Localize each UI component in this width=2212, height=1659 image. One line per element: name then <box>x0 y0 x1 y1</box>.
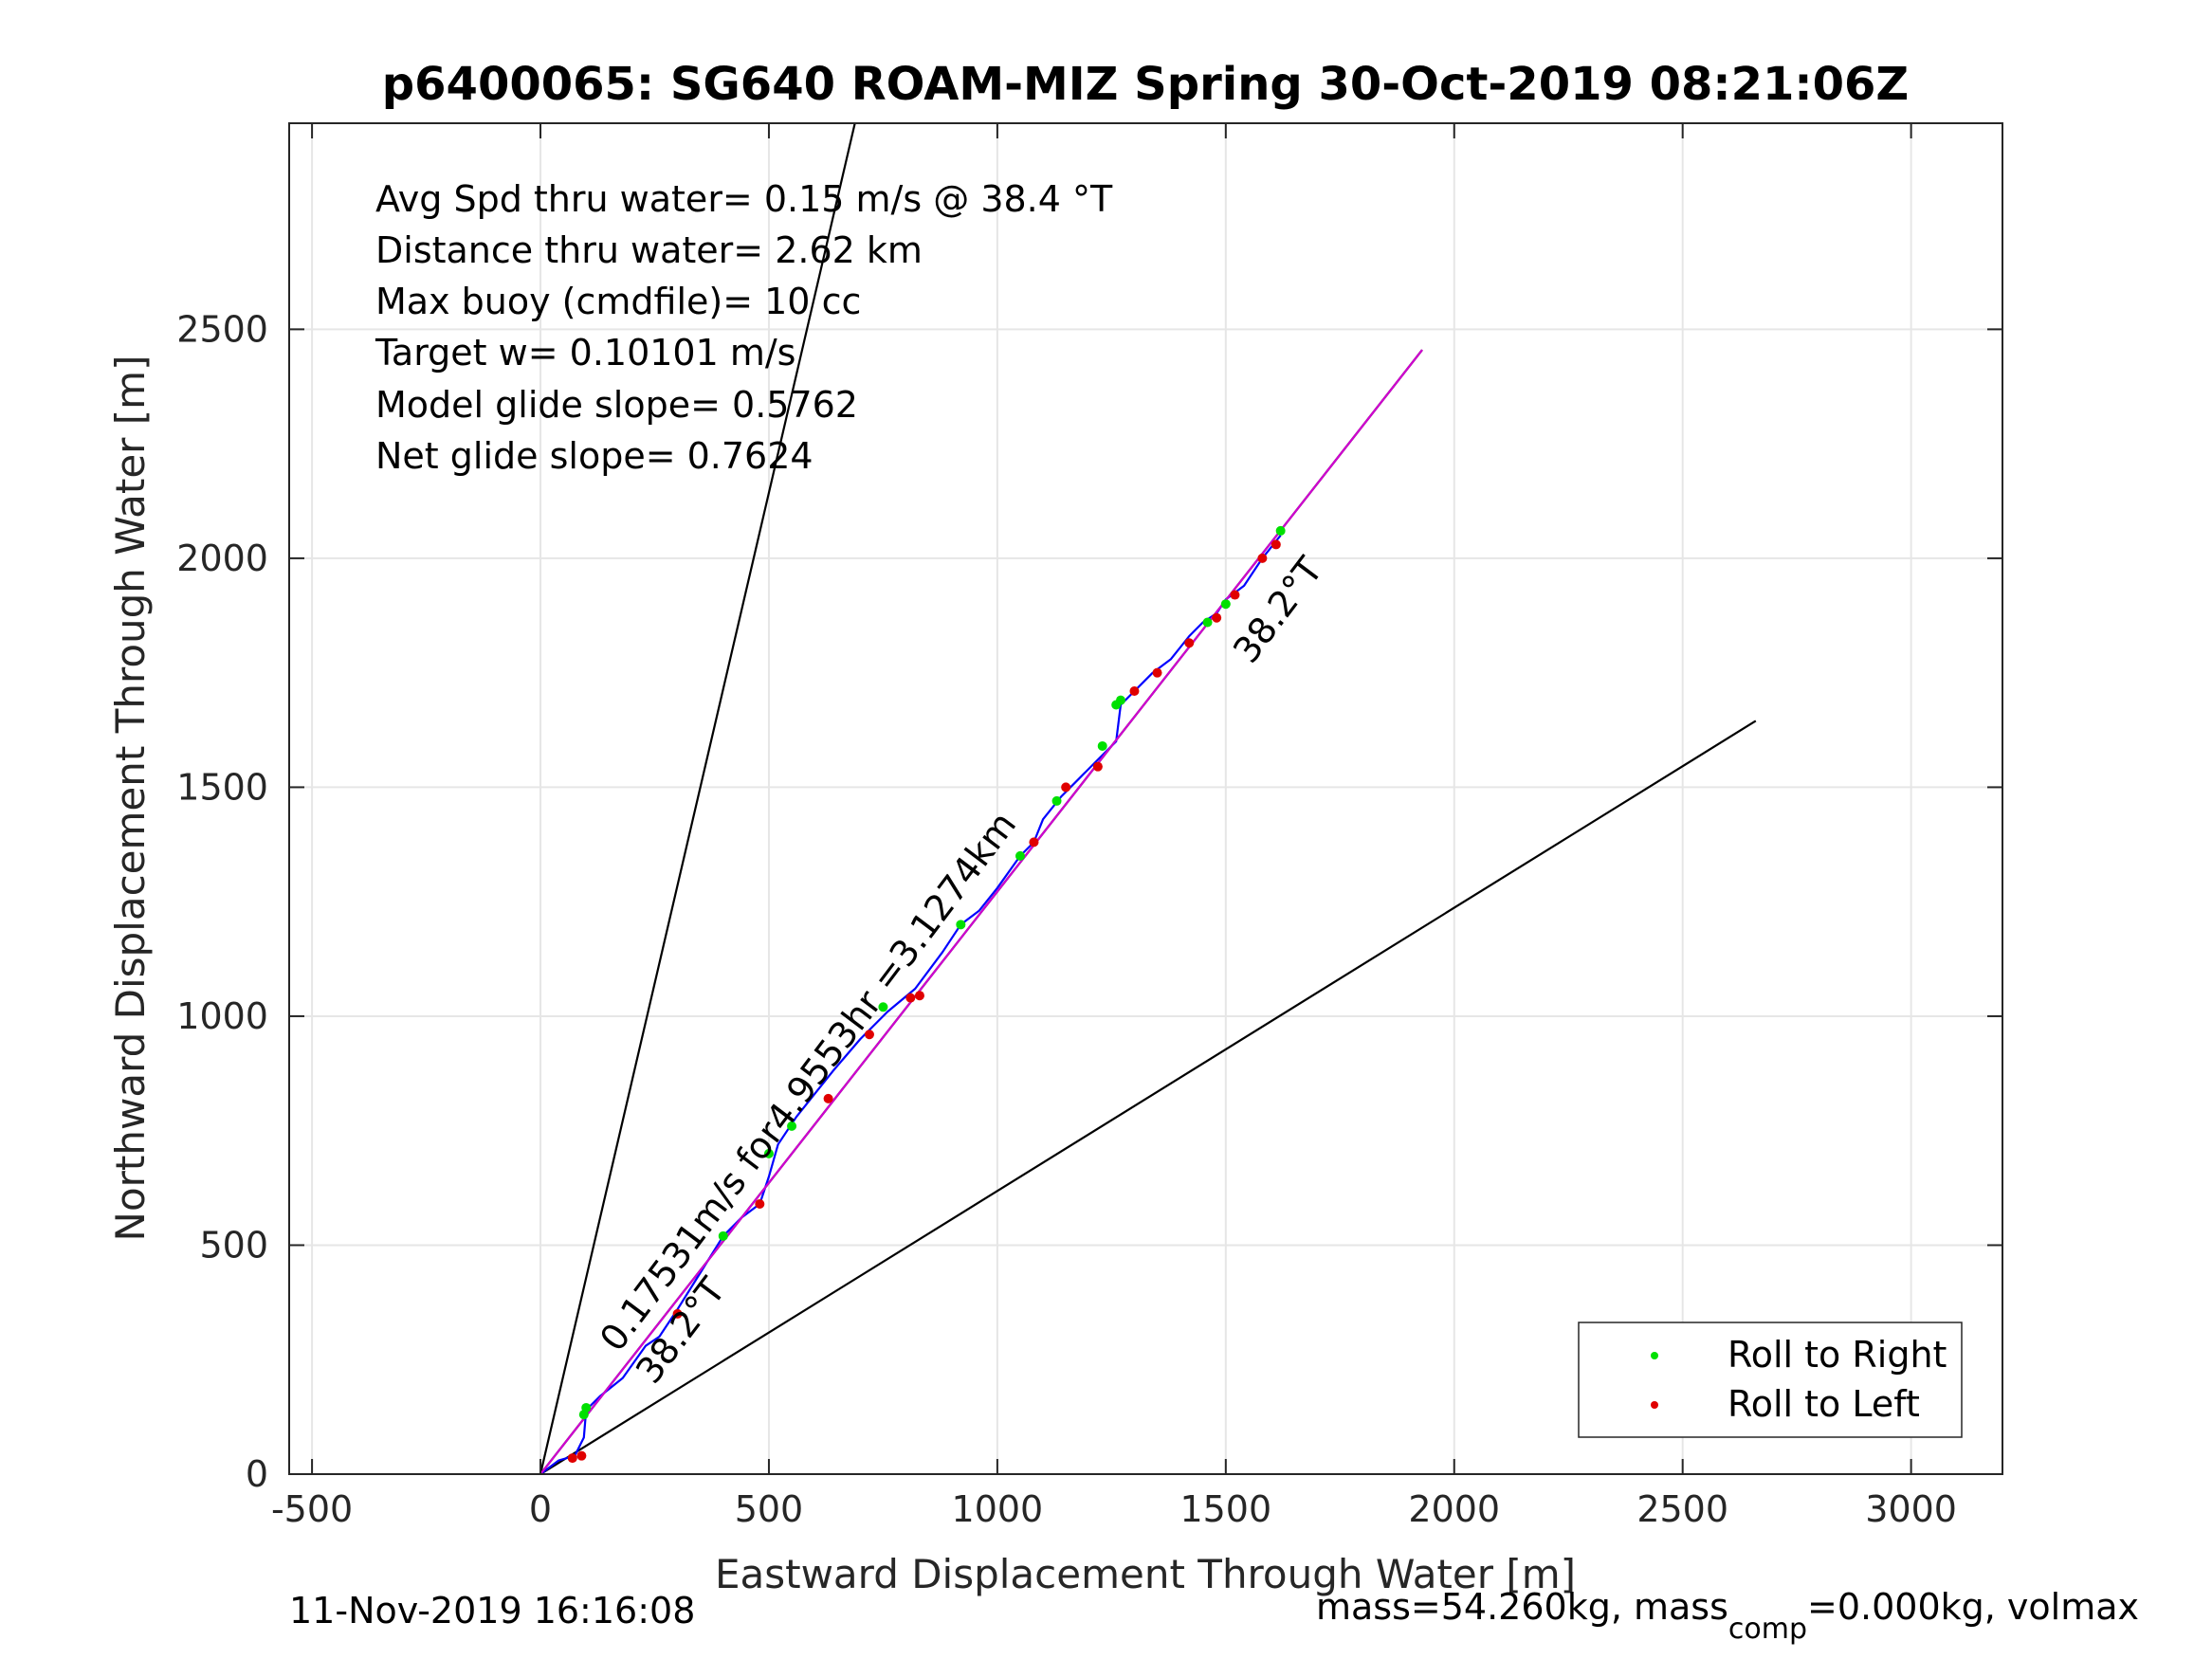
info-line-net-glide-slope: Net glide slope= 0.7624 <box>375 435 814 477</box>
data-point-roll-right <box>1015 850 1025 861</box>
legend-box <box>1578 1322 1963 1438</box>
footer-mass-prefix: mass=54.260kg, mass <box>1316 1586 1728 1628</box>
legend: Roll to Right Roll to Left <box>1578 1322 1963 1438</box>
plot-area <box>289 123 2002 1474</box>
legend-marker-roll-left <box>1651 1401 1658 1409</box>
data-point-roll-right <box>1275 525 1286 536</box>
x-tick-label: 1000 <box>952 1488 1044 1530</box>
data-point-roll-right <box>878 1002 888 1012</box>
x-tick-label: 2500 <box>1636 1488 1728 1530</box>
info-line-avg-speed: Avg Spd thru water= 0.15 m/s @ 38.4 °T <box>375 178 1113 220</box>
y-tick-label: 1000 <box>176 995 268 1037</box>
data-point-roll-left <box>1092 761 1103 772</box>
data-point-roll-left <box>1029 837 1039 848</box>
info-line-model-glide-slope: Model glide slope= 0.5762 <box>375 384 858 426</box>
data-point-roll-left <box>864 1030 874 1040</box>
y-tick-label: 0 <box>246 1453 268 1495</box>
data-point-roll-left <box>672 1308 683 1319</box>
data-point-roll-right <box>1051 795 1062 806</box>
data-point-roll-right <box>1220 599 1231 610</box>
series-line-1 <box>539 349 1423 1474</box>
data-point-roll-left <box>1129 685 1140 696</box>
y-axis-label: Northward Displacement Through Water [m] <box>107 356 154 1242</box>
data-point-roll-left <box>1230 590 1240 600</box>
plot-frame <box>288 122 2003 1475</box>
chart-title: p6400065: SG640 ROAM-MIZ Spring 30-Oct-2… <box>382 58 1909 111</box>
data-point-roll-left <box>914 991 924 1001</box>
series-line-3 <box>539 720 1757 1474</box>
x-tick-label: 2000 <box>1408 1488 1500 1530</box>
data-point-roll-left <box>1184 638 1195 648</box>
y-tick-label: 2000 <box>176 538 268 579</box>
data-point-roll-left <box>1257 553 1268 563</box>
data-point-roll-left <box>1271 539 1281 550</box>
info-line-target-w: Target w= 0.10101 m/s <box>375 332 795 374</box>
info-line-distance: Distance thru water= 2.62 km <box>375 229 923 271</box>
footer-mass-subscript: comp <box>1728 1613 1807 1646</box>
tick-labels: -500 0 500 1000 1500 2000 2500 3000050010001500… <box>176 308 1957 1530</box>
legend-label-roll-right: Roll to Right <box>1728 1334 1947 1376</box>
data-point-roll-right <box>718 1231 728 1241</box>
footer-mass-info: mass=54.260kg, masscomp=0.000kg, volmax <box>1316 1586 2139 1646</box>
data-point-roll-left <box>823 1093 833 1103</box>
data-point-roll-left <box>576 1450 587 1461</box>
x-tick-label: -500 <box>271 1488 353 1530</box>
data-point-roll-right <box>956 920 966 930</box>
series-line-2 <box>539 123 856 1474</box>
data-point-roll-left <box>567 1453 577 1464</box>
legend-label-roll-left: Roll to Left <box>1728 1383 1920 1425</box>
series-line-0 <box>539 535 1282 1474</box>
data-point-roll-left <box>905 993 916 1003</box>
y-tick-label: 500 <box>199 1224 268 1266</box>
data-point-roll-right <box>1202 617 1213 628</box>
data-point-roll-right <box>1097 740 1107 751</box>
data-point-roll-left <box>1152 667 1162 678</box>
x-tick-label: 3000 <box>1865 1488 1957 1530</box>
footer-mass-suffix: =0.000kg, volmax <box>1807 1586 2139 1628</box>
data-point-roll-right <box>787 1121 797 1131</box>
info-line-max-buoy: Max buoy (cmdfile)= 10 cc <box>375 281 861 322</box>
x-tick-label: 0 <box>529 1488 552 1530</box>
data-point-roll-left <box>755 1199 765 1209</box>
data-point-roll-right <box>763 1148 774 1158</box>
data-point-roll-right <box>1115 695 1125 705</box>
info-text-block: Avg Spd thru water= 0.15 m/s @ 38.4 °T D… <box>375 178 1113 477</box>
y-tick-label: 2500 <box>176 308 268 350</box>
x-tick-label: 500 <box>735 1488 804 1530</box>
marker-layer <box>567 525 1286 1464</box>
data-point-roll-left <box>1061 782 1071 793</box>
x-axis-label: Eastward Displacement Through Water [m] <box>715 1551 1576 1597</box>
x-tick-label: 1500 <box>1179 1488 1271 1530</box>
footer-timestamp: 11-Nov-2019 16:16:08 <box>289 1590 695 1632</box>
legend-marker-roll-right <box>1651 1352 1658 1359</box>
data-point-roll-left <box>1212 612 1222 623</box>
y-tick-label: 1500 <box>176 766 268 808</box>
tick-marks <box>289 123 2002 1475</box>
data-point-roll-right <box>581 1402 592 1413</box>
series-layer <box>539 123 1757 1474</box>
